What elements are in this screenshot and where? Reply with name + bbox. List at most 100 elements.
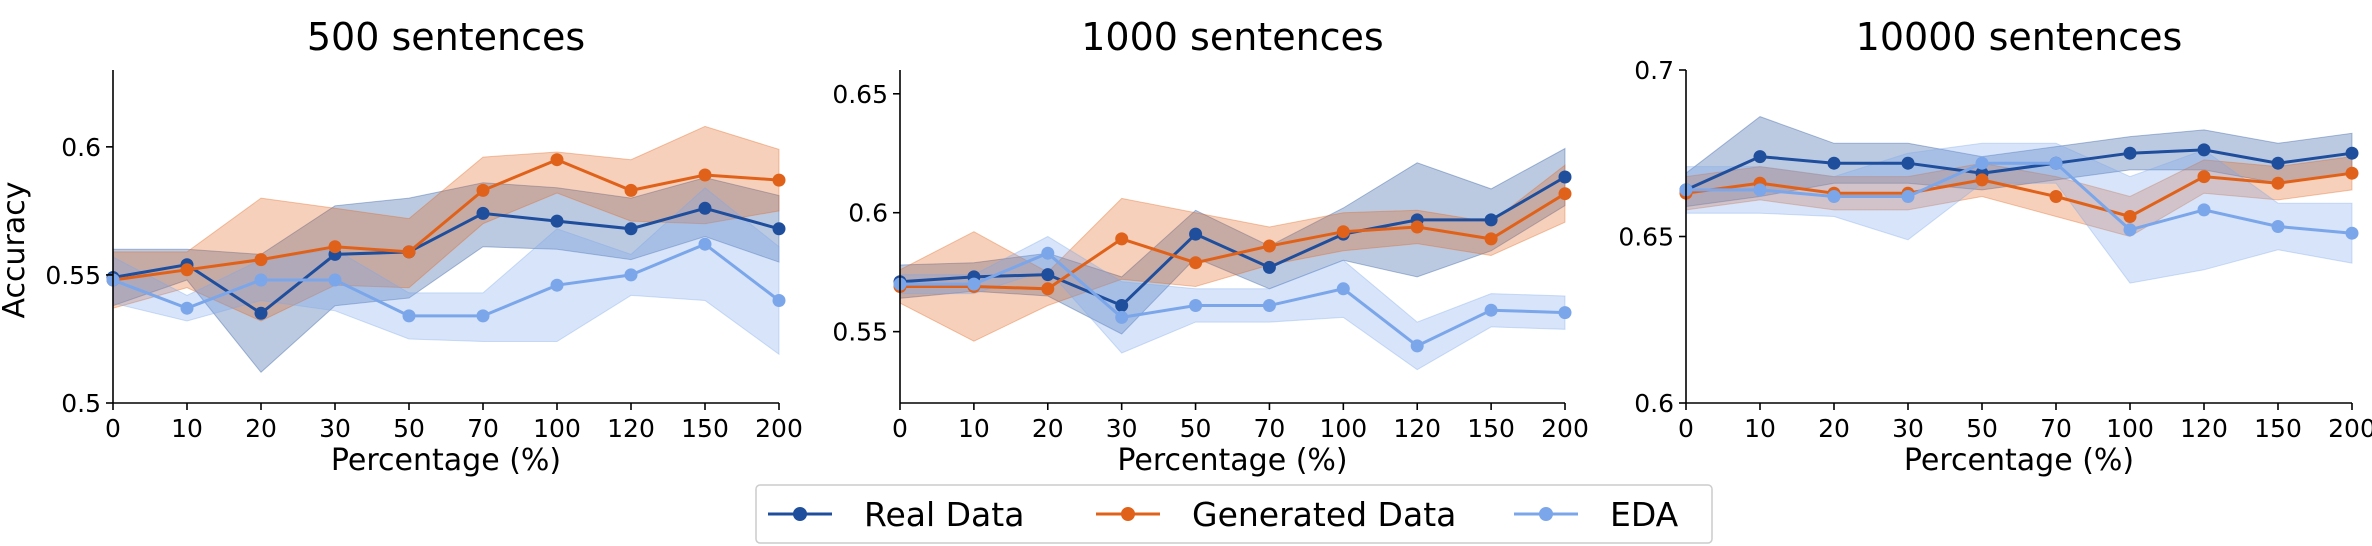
point-real-data-panel1-x70 <box>476 206 490 220</box>
point-generated-data-panel3-x200 <box>2345 166 2359 180</box>
point-eda-panel3-x20 <box>1827 190 1841 203</box>
point-real-data-panel3-x150 <box>2271 156 2285 170</box>
point-generated-data-panel1-x120 <box>624 183 638 197</box>
x-tick-label: 30 <box>1106 414 1138 443</box>
point-eda-panel2-x20 <box>1041 246 1055 260</box>
band-eda-panel1 <box>112 187 780 356</box>
point-generated-data-panel2-x120 <box>1410 220 1424 234</box>
x-tick-label: 70 <box>1254 414 1286 443</box>
y-tick-label: 0.65 <box>1618 223 1674 252</box>
point-generated-data-panel3-x100 <box>2123 210 2137 223</box>
point-real-data-panel3-x120 <box>2197 143 2211 157</box>
point-real-data-panel1-x100 <box>550 214 564 228</box>
point-real-data-panel3-x100 <box>2123 146 2137 160</box>
point-generated-data-panel2-x100 <box>1336 225 1350 239</box>
point-eda-panel2-x70 <box>1262 299 1276 312</box>
point-eda-panel3-x200 <box>2345 226 2359 240</box>
y-tick-label: 0.6 <box>848 199 888 228</box>
point-generated-data-panel2-x50 <box>1189 256 1203 270</box>
x-tick-label: 10 <box>1744 414 1776 443</box>
point-eda-panel3-x30 <box>1901 190 1915 203</box>
x-tick-label: 10 <box>171 414 203 443</box>
point-eda-panel1-x20 <box>254 273 268 287</box>
point-generated-data-panel1-x150 <box>698 168 712 182</box>
x-tick-label: 70 <box>467 414 499 443</box>
legend-marker-real-data <box>793 507 807 521</box>
series-line-generated-data-panel3 <box>1685 171 2353 219</box>
band-generated-data-panel1 <box>112 125 780 322</box>
x-axis-label: Percentage (%) <box>1904 443 2134 478</box>
series-line-real-data-panel3 <box>1685 148 2353 192</box>
point-eda-panel1-x30 <box>328 273 342 287</box>
point-generated-data-panel1-x70 <box>476 183 490 197</box>
band-real-data-panel2 <box>899 147 1566 335</box>
legend-marker-generated-data <box>1121 507 1135 521</box>
y-tick-label: 0.6 <box>1634 389 1674 418</box>
point-real-data-panel2-x70 <box>1262 260 1276 274</box>
x-tick-label: 150 <box>681 414 729 443</box>
point-real-data-panel1-x150 <box>698 201 712 215</box>
x-tick-label: 120 <box>2180 414 2228 443</box>
x-tick-label: 70 <box>2040 414 2072 443</box>
series-line-real-data-panel2 <box>899 175 1566 308</box>
legend-label-generated-data: Generated Data <box>1192 495 1456 534</box>
point-eda-panel1-x120 <box>624 268 638 282</box>
x-tick-label: 120 <box>1393 414 1441 443</box>
point-eda-panel2-x150 <box>1484 303 1498 317</box>
point-eda-panel2-x200 <box>1558 306 1572 320</box>
point-real-data-panel3-x20 <box>1827 156 1841 170</box>
chart-panel-2: 0 10 20 30 50 70 100 120 150 200 0.55 0.6 0.65 1000 s… <box>832 15 1589 478</box>
point-real-data-panel2-x20 <box>1041 268 1055 282</box>
series-line-eda-panel3 <box>1686 161 2353 235</box>
point-real-data-panel2-x150 <box>1484 213 1498 227</box>
y-tick-label: 0.7 <box>1634 56 1674 85</box>
point-eda-panel2-x50 <box>1189 299 1203 312</box>
point-real-data-panel2-x50 <box>1189 227 1203 241</box>
point-generated-data-panel2-x30 <box>1115 232 1129 246</box>
x-tick-label: 20 <box>1032 414 1064 443</box>
x-tick-label: 100 <box>533 414 581 443</box>
series-line-generated-data-panel2 <box>900 192 1566 291</box>
x-tick-label: 200 <box>1541 414 1589 443</box>
x-tick-label: 30 <box>319 414 351 443</box>
point-eda-panel3-x10 <box>1753 183 1767 197</box>
series-line-eda-panel1 <box>112 242 780 318</box>
point-generated-data-panel1-x50 <box>402 245 416 259</box>
legend: Real Data Generated Data EDA <box>755 484 1713 544</box>
point-eda-panel1-x10 <box>180 301 194 315</box>
point-eda-panel3-x150 <box>2271 220 2285 233</box>
x-tick-label: 50 <box>1966 414 1998 443</box>
point-eda-panel1-x150 <box>698 237 712 251</box>
point-real-data-panel2-x30 <box>1115 299 1129 312</box>
x-tick-label: 0 <box>105 414 121 443</box>
chart-panel-1: 0 10 20 30 50 70 100 120 150 200 0.5 0.55 0.6 500 sen… <box>45 15 803 478</box>
series-line-eda-panel2 <box>900 251 1566 348</box>
x-tick-label: 200 <box>2328 414 2372 443</box>
point-eda-panel2-x30 <box>1115 310 1129 324</box>
y-tick-label: 0.55 <box>45 261 101 290</box>
x-tick-label: 150 <box>1467 414 1515 443</box>
y-axis-label: Accuracy <box>0 182 32 319</box>
x-tick-label: 200 <box>755 414 803 443</box>
y-tick-label: 0.6 <box>61 133 101 162</box>
point-eda-panel2-x10 <box>967 277 981 291</box>
x-tick-label: 50 <box>1180 414 1212 443</box>
chart-title: 500 sentences <box>307 15 585 59</box>
x-axis-label: Percentage (%) <box>1117 443 1347 478</box>
x-tick-label: 150 <box>2254 414 2302 443</box>
point-generated-data-panel3-x50 <box>1975 173 1989 187</box>
x-tick-label: 0 <box>1678 414 1694 443</box>
point-real-data-panel1-x120 <box>624 222 638 236</box>
point-real-data-panel3-x10 <box>1753 150 1767 164</box>
series-line-generated-data-panel1 <box>112 158 780 282</box>
point-generated-data-panel3-x70 <box>2049 190 2063 203</box>
x-tick-label: 10 <box>958 414 990 443</box>
point-eda-panel2-x120 <box>1410 339 1424 353</box>
x-tick-label: 0 <box>892 414 908 443</box>
point-eda-panel1-x100 <box>550 278 564 292</box>
point-eda-panel1-x200 <box>772 294 786 307</box>
x-tick-label: 20 <box>245 414 277 443</box>
legend-marker-eda <box>1539 507 1553 521</box>
point-generated-data-panel1-x200 <box>772 173 786 187</box>
